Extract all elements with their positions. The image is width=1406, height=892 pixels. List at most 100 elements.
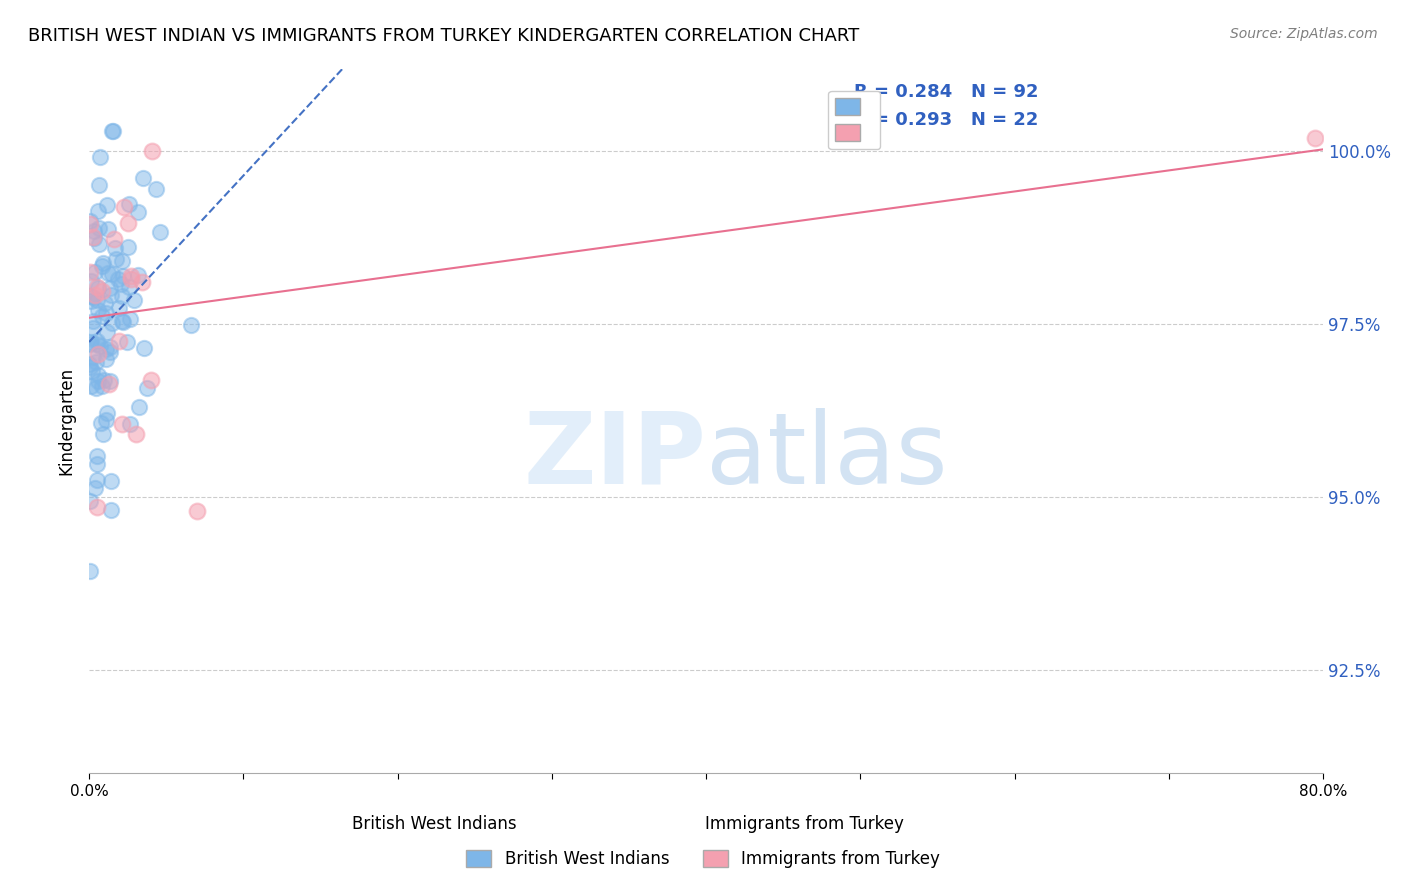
Point [96,198,118,212]
Text: ZIP: ZIP [523,408,706,505]
Point [82,290,104,304]
Point [118,312,141,326]
Point [101,316,124,330]
Point [139,373,162,387]
Point [1305,130,1327,145]
Point [79,217,101,231]
Point [80,334,103,349]
Point [80,293,103,308]
Point [98,340,121,354]
Point [134,341,156,355]
Point [145,182,167,196]
Point [77,357,100,371]
Point [89,339,111,353]
Point [103,232,125,246]
Point [87,203,110,218]
Point [107,301,129,315]
Point [122,293,145,308]
Point [101,124,124,138]
Point [86,281,108,295]
Point [84,481,107,495]
Point [98,281,121,295]
Point [98,376,121,391]
Legend: British West Indians, Immigrants from Turkey: British West Indians, Immigrants from Tu… [460,843,946,875]
Point [115,334,138,349]
Point [120,271,142,285]
Point [86,293,108,307]
Point [86,280,108,294]
Point [87,178,110,192]
Point [87,368,110,383]
Point [118,197,141,211]
Point [86,457,108,471]
Point [117,240,139,254]
Point [83,224,105,238]
Point [79,493,101,508]
Point [94,343,117,357]
Point [91,255,114,269]
Point [79,336,101,351]
Y-axis label: Kindergarten: Kindergarten [58,367,75,475]
Point [107,271,129,285]
Point [98,344,121,359]
Point [80,274,103,288]
Point [112,268,135,283]
Point [100,475,122,489]
Point [104,241,127,255]
Point [86,337,108,351]
Text: British West Indians: British West Indians [353,815,517,833]
Point [111,314,134,328]
Point [91,426,114,441]
Point [112,200,135,214]
Point [180,318,202,333]
Point [125,426,148,441]
Point [112,315,135,329]
Point [90,260,112,274]
Point [97,266,120,280]
Point [100,288,122,302]
Point [79,359,101,374]
Point [80,364,103,378]
Point [82,321,104,335]
Point [87,303,110,318]
Point [111,289,134,303]
Point [84,355,107,369]
Point [82,350,104,364]
Point [79,214,101,228]
Point [149,225,172,239]
Point [100,502,122,516]
Point [89,150,111,164]
Point [110,277,132,292]
Text: BRITISH WEST INDIAN VS IMMIGRANTS FROM TURKEY KINDERGARTEN CORRELATION CHART: BRITISH WEST INDIAN VS IMMIGRANTS FROM T… [28,27,859,45]
Point [110,254,132,268]
Text: Source: ZipAtlas.com: Source: ZipAtlas.com [1230,27,1378,41]
Text: R = 0.284   N = 92: R = 0.284 N = 92 [855,83,1039,101]
Point [87,347,110,361]
Point [121,269,143,284]
Point [141,144,163,158]
Point [128,400,150,414]
Point [79,289,101,303]
Point [89,220,111,235]
Point [104,252,127,266]
Point [82,314,104,328]
Point [84,288,107,302]
Point [94,412,117,426]
Point [131,276,153,290]
Point [91,379,114,393]
Point [101,267,124,281]
Point [98,374,121,388]
Point [118,417,141,432]
Point [84,381,107,395]
Point [86,450,108,464]
Point [94,352,117,367]
Point [117,216,139,230]
Point [83,231,105,245]
Point [86,334,108,349]
Text: atlas: atlas [706,408,948,505]
Point [127,268,149,282]
Point [135,381,157,395]
Point [91,284,114,298]
Point [132,171,155,186]
Point [79,265,101,279]
